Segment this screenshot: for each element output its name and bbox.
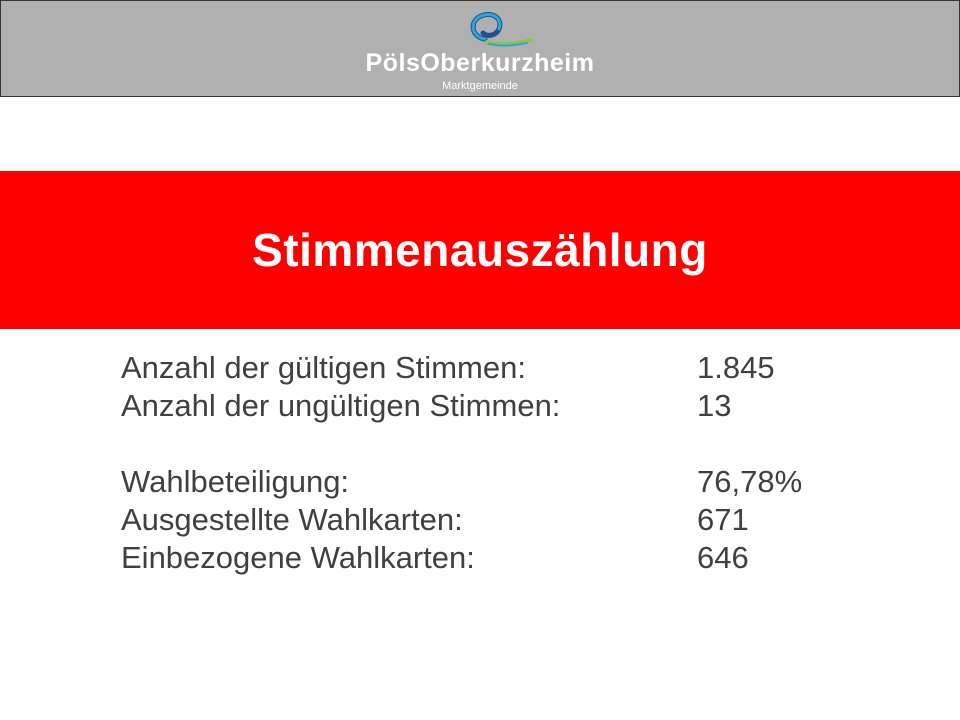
stat-value: 76,78% [697,464,803,499]
stat-row-turnout: Wahlbeteiligung: 76,78% [121,463,802,501]
stat-row-issued-postal-ballots: Ausgestellte Wahlkarten: 671 [121,501,802,539]
stat-label: Ausgestellte Wahlkarten: [121,502,463,537]
brand-name: PölsOberkurzheim [365,49,595,77]
stat-label: Anzahl der ungültigen Stimmen: [121,388,561,423]
stats-list: Anzahl der gültigen Stimmen: 1.845 Anzah… [121,349,802,577]
brand-subtitle: Marktgemeinde [442,80,518,92]
page-title: Stimmenauszählung [252,224,708,276]
stat-row-invalid-votes: Anzahl der ungültigen Stimmen: 13 [121,387,802,425]
stat-value: 13 [697,388,732,423]
stat-label: Wahlbeteiligung: [121,464,350,499]
stat-row-valid-votes: Anzahl der gültigen Stimmen: 1.845 [121,349,802,387]
stat-label: Einbezogene Wahlkarten: [121,540,475,575]
stats-spacer [121,425,802,463]
title-banner: Stimmenauszählung [0,171,960,329]
stat-value: 671 [697,502,749,537]
stat-label: Anzahl der gültigen Stimmen: [121,350,526,385]
stat-value: 646 [697,540,749,575]
swirl-logo-icon [470,12,533,47]
stat-row-included-postal-ballots: Einbezogene Wahlkarten: 646 [121,539,802,577]
header-bar: PölsOberkurzheim Marktgemeinde [0,0,960,97]
stat-value: 1.845 [697,350,775,385]
